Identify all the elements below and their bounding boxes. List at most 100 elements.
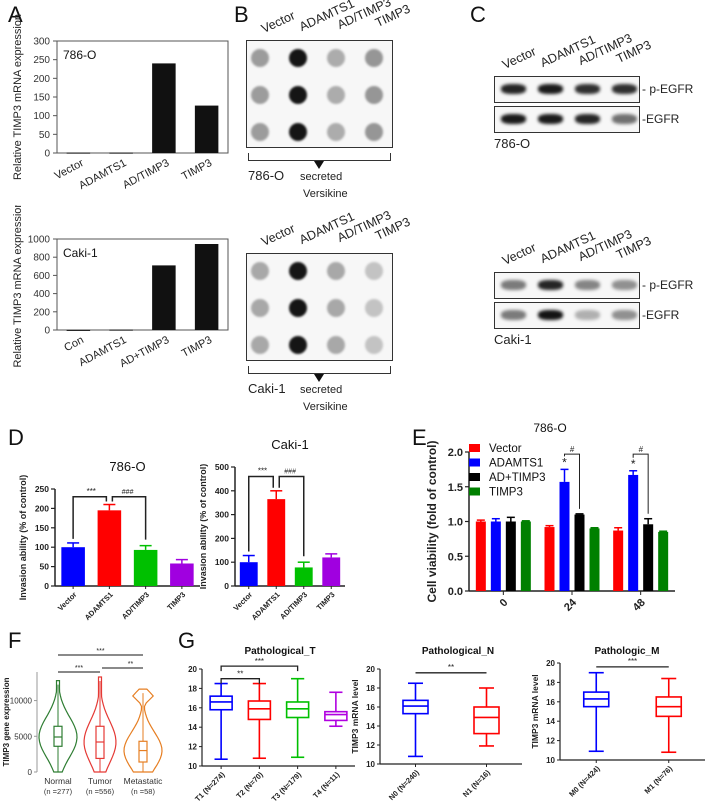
significance-bracket — [278, 475, 305, 557]
blot-dot — [289, 123, 307, 141]
box — [402, 699, 429, 715]
x-tick-label: TIMP3 — [315, 590, 337, 612]
lane-label: Vector — [259, 221, 298, 249]
bar — [559, 481, 570, 591]
y-tick-label: 12 — [546, 737, 555, 746]
x-tick-label: TIMP3 — [165, 590, 187, 612]
y-tick-label: 300 — [215, 510, 229, 520]
significance-bracket — [220, 665, 299, 672]
y-tick-label: 600 — [33, 271, 50, 282]
sample-size-label: (n =58) — [131, 787, 155, 796]
versikine-label: Versikine — [303, 188, 348, 200]
y-axis-label: Relative TIMP3 mRNA expression — [12, 14, 24, 180]
chart-annotation: 786-O — [63, 48, 96, 62]
sample-size-label: (n =277) — [44, 787, 73, 796]
x-tick-label: Vector — [56, 590, 79, 613]
arrow-down-icon — [314, 374, 324, 382]
bar — [239, 562, 258, 586]
violin-box — [138, 740, 148, 763]
y-tick-label: 250 — [33, 55, 50, 66]
chart-a-caki1: 0 200 400 600 800 1000 Caki-1 Relative TIMP3 mR… — [12, 205, 229, 370]
protein-band — [538, 280, 563, 290]
y-tick-label: 14 — [188, 723, 197, 732]
cell-line-label: Caki-1 — [494, 332, 532, 347]
bar — [152, 63, 176, 153]
significance-label: *** — [96, 648, 104, 655]
y-tick-label: 100 — [35, 542, 49, 552]
protein-band — [501, 310, 526, 320]
chart-d-caki1: Caki-1 0 100 200 300 400 500 Invasion ability (… — [200, 440, 345, 622]
y-axis-label: TIMP3 gene expression — [2, 677, 11, 766]
blot-dot — [365, 49, 383, 67]
y-tick-label: 12 — [366, 741, 375, 750]
x-tick-label: Metastatic — [124, 776, 163, 786]
protein-band — [501, 114, 526, 124]
band-label: -EGFR — [642, 308, 680, 322]
x-tick-label: ADAMTS1 — [83, 590, 115, 622]
significance-label: # — [638, 445, 643, 454]
chart-title: 786-O — [109, 459, 145, 474]
x-tick-label: 48 — [631, 597, 648, 614]
sample-size-label: (n =556) — [86, 787, 115, 796]
significance-label: ** — [237, 670, 243, 679]
bar — [194, 105, 219, 153]
bar — [66, 329, 91, 331]
panel-label-f: F — [8, 628, 22, 653]
protein-band — [612, 84, 637, 94]
dot-blot-786o: Vector ADAMTS1 AD/TIMP3 TIMP3 786-O secreted V… — [246, 0, 470, 200]
lane-label: Vector — [259, 8, 298, 37]
protein-band — [575, 310, 600, 320]
violin — [123, 688, 163, 773]
protein-band — [575, 84, 600, 94]
blot-dot — [251, 123, 269, 141]
dot-blot-caki1: Vector ADAMTS1 AD/TIMP3 TIMP3 Caki-1 secreted… — [246, 205, 470, 413]
y-tick-label: 20 — [188, 665, 197, 674]
chart-title: Pathologic_M — [594, 646, 659, 657]
protein-band — [538, 114, 563, 124]
western-strip — [494, 302, 640, 329]
bar — [475, 521, 486, 591]
y-tick-label: 14 — [546, 717, 555, 726]
protein-band — [612, 310, 637, 320]
y-tick-label: 400 — [215, 486, 229, 496]
y-axis-label: TIMP3 mRNA level — [350, 679, 360, 753]
protein-band — [575, 114, 600, 124]
box — [473, 706, 500, 735]
blot-dot — [365, 123, 383, 141]
chart-annotation: Caki-1 — [63, 246, 98, 260]
blot-dot — [365, 299, 383, 317]
y-tick-label: 10 — [366, 760, 375, 769]
x-tick-label: M0 (N=424) — [567, 764, 602, 799]
significance-bracket — [72, 496, 108, 539]
blot-dot — [251, 299, 269, 317]
lane-label: Vector — [500, 240, 539, 268]
x-tick-label: AD/TIMP3 — [121, 157, 171, 191]
y-tick-label: 150 — [35, 523, 49, 533]
bar — [613, 530, 624, 591]
bar — [109, 329, 133, 331]
blot-dot — [327, 86, 345, 104]
y-axis-label: Relative TIMP3 mRNA expression — [12, 205, 24, 368]
x-tick-label: Tumor — [88, 776, 112, 786]
blot-dot — [365, 336, 383, 354]
violin — [38, 680, 78, 773]
x-tick-label: AD+TIMP3 — [118, 334, 171, 370]
secreted-label: secreted — [300, 171, 343, 183]
blot-dot — [251, 262, 269, 280]
versikine-label: Versikine — [303, 401, 348, 413]
bar — [490, 521, 501, 591]
significance-label: # — [570, 445, 575, 454]
bar — [544, 527, 555, 591]
legend-swatch — [469, 487, 480, 496]
significance-bracket — [632, 453, 649, 514]
y-tick-label: 0 — [44, 149, 50, 160]
cell-line-label: 786-O — [494, 136, 531, 151]
dot-blot-membrane — [246, 253, 393, 361]
secreted-label: secreted — [300, 384, 343, 396]
y-tick-label: 300 — [33, 37, 50, 48]
western-strip — [494, 106, 640, 133]
x-tick-label: 24 — [562, 596, 580, 614]
bar — [194, 244, 219, 330]
significance-label: ### — [284, 469, 296, 476]
